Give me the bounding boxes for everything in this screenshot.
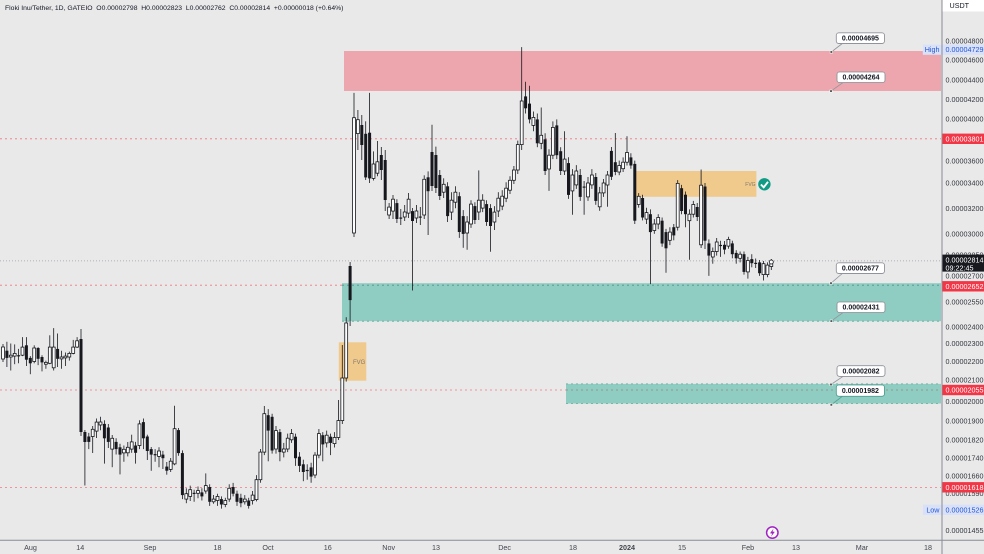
svg-text:0.00001820: 0.00001820 [946, 436, 984, 445]
svg-text:09:22:45: 09:22:45 [946, 263, 974, 272]
svg-text:0.00004729: 0.00004729 [946, 45, 984, 54]
svg-text:0.00001526: 0.00001526 [946, 505, 984, 514]
svg-text:Dec: Dec [498, 543, 511, 552]
svg-text:0.00001660: 0.00001660 [946, 471, 984, 480]
svg-text:0.00002400: 0.00002400 [946, 322, 984, 331]
svg-text:0.00002700: 0.00002700 [946, 271, 984, 280]
svg-text:Mar: Mar [856, 543, 869, 552]
svg-text:18: 18 [924, 543, 932, 552]
svg-text:Low: Low [926, 505, 940, 514]
svg-text:13: 13 [432, 543, 440, 552]
svg-text:0.00004200: 0.00004200 [946, 95, 984, 104]
svg-text:18: 18 [569, 543, 577, 552]
svg-text:0.00002100: 0.00002100 [946, 375, 984, 384]
svg-text:Floki Inu/Tether, 1D, GATEIO: Floki Inu/Tether, 1D, GATEIO O0.00002798… [5, 5, 343, 12]
svg-text:FVG: FVG [353, 360, 366, 366]
svg-text:0.00001900: 0.00001900 [946, 417, 984, 426]
svg-text:18: 18 [214, 543, 222, 552]
svg-text:0.00004800: 0.00004800 [946, 37, 984, 46]
svg-text:Feb: Feb [742, 543, 754, 552]
svg-text:0.00002550: 0.00002550 [946, 298, 984, 307]
svg-text:0.00003000: 0.00003000 [946, 229, 984, 238]
svg-text:0.00003801: 0.00003801 [946, 134, 984, 143]
svg-text:0.00004600: 0.00004600 [946, 56, 984, 65]
svg-text:2024: 2024 [619, 543, 635, 552]
svg-text:0.00003200: 0.00003200 [946, 204, 984, 213]
svg-text:0.00002200: 0.00002200 [946, 357, 984, 366]
svg-text:0.00002431: 0.00002431 [843, 305, 880, 312]
svg-text:0.00002677: 0.00002677 [842, 266, 879, 273]
svg-text:Sep: Sep [144, 543, 157, 552]
svg-text:0.00001740: 0.00001740 [946, 454, 984, 463]
svg-text:Aug: Aug [24, 543, 37, 552]
svg-text:0.00004264: 0.00004264 [843, 75, 880, 82]
svg-text:Nov: Nov [382, 543, 395, 552]
svg-text:0.00004695: 0.00004695 [842, 36, 879, 43]
svg-text:0.00001618: 0.00001618 [946, 483, 984, 492]
svg-text:0.00004400: 0.00004400 [946, 76, 984, 85]
svg-text:FVG: FVG [745, 182, 755, 188]
svg-text:0.00001455: 0.00001455 [946, 526, 984, 535]
svg-text:0.00004000: 0.00004000 [946, 115, 984, 124]
svg-text:0.00002000: 0.00002000 [946, 397, 984, 406]
svg-text:0.00002082: 0.00002082 [843, 368, 880, 375]
svg-text:0.00002055: 0.00002055 [946, 386, 984, 395]
svg-text:USDT: USDT [950, 1, 970, 10]
svg-text:0.00003400: 0.00003400 [946, 179, 984, 188]
svg-text:14: 14 [76, 543, 84, 552]
svg-text:Oct: Oct [262, 543, 273, 552]
svg-text:High: High [925, 45, 940, 54]
svg-text:0.00001590: 0.00001590 [946, 489, 984, 498]
svg-text:0.00003600: 0.00003600 [946, 157, 984, 166]
svg-text:13: 13 [792, 543, 800, 552]
svg-text:0.00002814: 0.00002814 [946, 255, 984, 264]
svg-text:15: 15 [678, 543, 686, 552]
svg-text:0.00001982: 0.00001982 [842, 388, 879, 395]
svg-text:0.00002652: 0.00002652 [946, 282, 984, 291]
svg-text:16: 16 [324, 543, 332, 552]
svg-text:0.00002300: 0.00002300 [946, 339, 984, 348]
